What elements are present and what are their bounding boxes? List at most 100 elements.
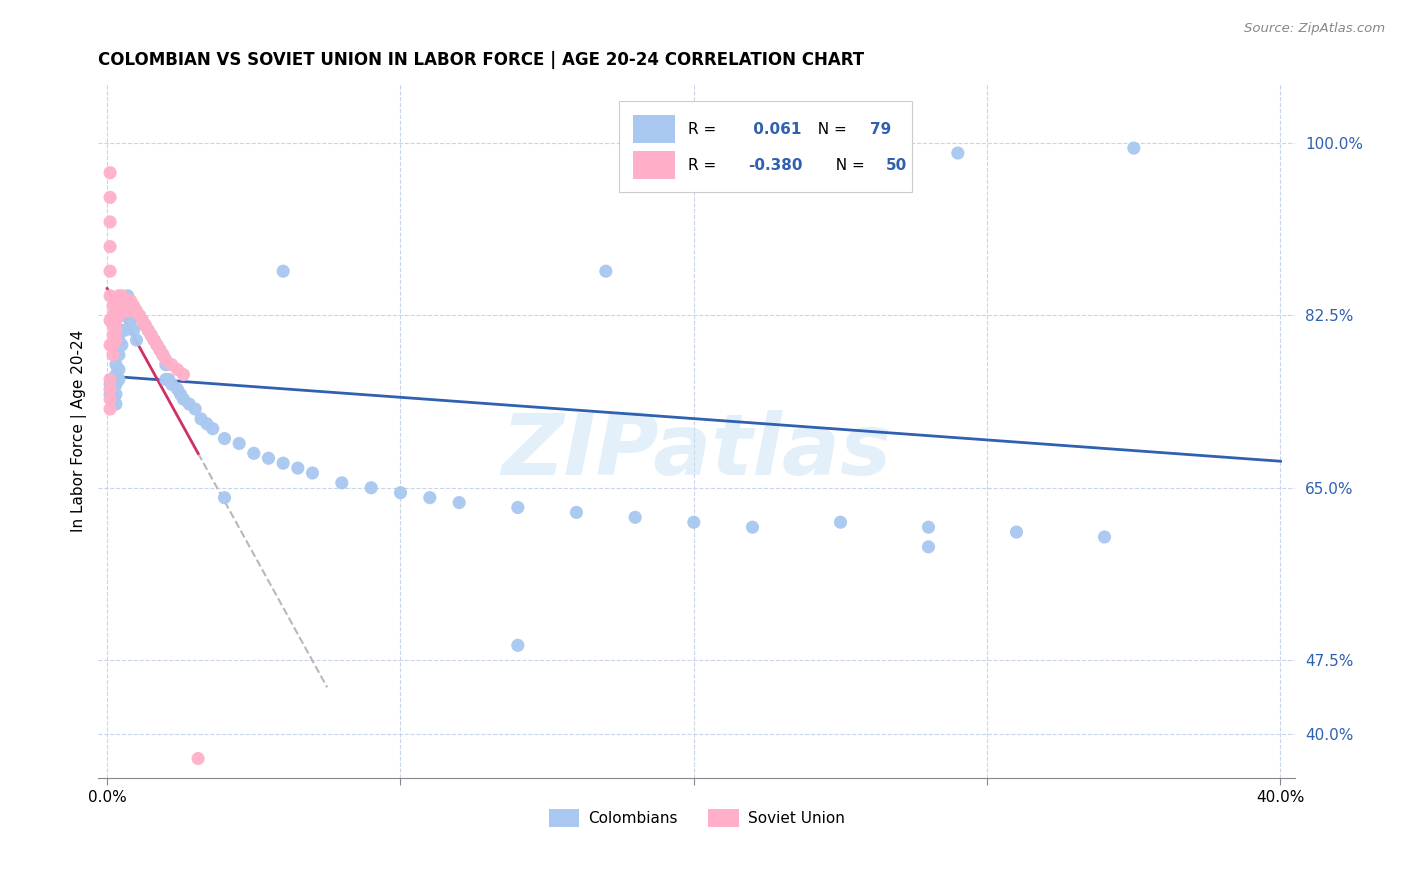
Point bbox=[169, 387, 191, 401]
Bar bbox=[633, 152, 675, 179]
Point bbox=[682, 515, 704, 529]
Point bbox=[157, 372, 180, 386]
Point bbox=[214, 491, 236, 505]
Point bbox=[98, 377, 121, 392]
Point bbox=[360, 481, 382, 495]
Point bbox=[104, 333, 127, 347]
Bar bbox=[619, 102, 912, 192]
Point bbox=[101, 318, 124, 333]
Point bbox=[117, 289, 139, 303]
Point bbox=[120, 303, 142, 318]
Point bbox=[108, 289, 131, 303]
Point bbox=[98, 402, 121, 417]
Point bbox=[98, 313, 121, 327]
Point bbox=[136, 323, 159, 337]
Point bbox=[101, 338, 124, 352]
Point bbox=[128, 309, 150, 323]
Point bbox=[111, 289, 134, 303]
Text: ZIPatlas: ZIPatlas bbox=[502, 410, 891, 493]
Point bbox=[506, 638, 529, 652]
Point bbox=[98, 372, 121, 386]
Point bbox=[128, 309, 150, 323]
Point bbox=[101, 348, 124, 362]
Point bbox=[98, 387, 121, 401]
Point bbox=[179, 397, 201, 411]
Text: N =: N = bbox=[808, 121, 852, 136]
Point bbox=[98, 382, 121, 396]
Point bbox=[101, 372, 124, 386]
Text: 50: 50 bbox=[886, 158, 907, 173]
Point bbox=[201, 422, 224, 436]
Point bbox=[141, 328, 163, 343]
Text: Source: ZipAtlas.com: Source: ZipAtlas.com bbox=[1244, 22, 1385, 36]
Point bbox=[301, 466, 323, 480]
Point bbox=[917, 520, 939, 534]
Y-axis label: In Labor Force | Age 20-24: In Labor Force | Age 20-24 bbox=[72, 330, 87, 533]
Point bbox=[108, 333, 131, 347]
Point bbox=[624, 510, 647, 524]
Point bbox=[271, 264, 294, 278]
Point bbox=[187, 751, 209, 765]
Point bbox=[125, 303, 148, 318]
Point bbox=[143, 333, 166, 347]
Point bbox=[98, 239, 121, 253]
Point bbox=[770, 141, 793, 155]
Point bbox=[1005, 525, 1028, 540]
Point bbox=[741, 520, 763, 534]
Point bbox=[98, 338, 121, 352]
Point bbox=[506, 500, 529, 515]
Text: R =: R = bbox=[689, 158, 721, 173]
Point bbox=[104, 368, 127, 382]
Point bbox=[152, 348, 174, 362]
Point bbox=[122, 299, 145, 313]
Point bbox=[166, 362, 188, 376]
Point bbox=[134, 318, 156, 333]
Point bbox=[155, 372, 177, 386]
Point bbox=[104, 358, 127, 372]
Point bbox=[141, 328, 163, 343]
Point bbox=[108, 309, 131, 323]
Point bbox=[172, 368, 194, 382]
Text: 79: 79 bbox=[870, 121, 891, 136]
Point bbox=[195, 417, 218, 431]
Point bbox=[114, 323, 136, 337]
Text: 0.061: 0.061 bbox=[748, 121, 801, 136]
Point bbox=[711, 146, 734, 161]
Point bbox=[160, 358, 183, 372]
Point bbox=[122, 323, 145, 337]
Point bbox=[98, 289, 121, 303]
Point bbox=[108, 372, 131, 386]
Point bbox=[917, 540, 939, 554]
Point bbox=[172, 392, 194, 407]
Point bbox=[101, 299, 124, 313]
Point bbox=[1122, 141, 1144, 155]
Point bbox=[114, 309, 136, 323]
Legend: Colombians, Soviet Union: Colombians, Soviet Union bbox=[543, 803, 851, 833]
Point bbox=[166, 382, 188, 396]
Point bbox=[131, 313, 153, 327]
Point bbox=[149, 343, 172, 357]
Point bbox=[111, 309, 134, 323]
Point bbox=[243, 446, 266, 460]
Point bbox=[101, 328, 124, 343]
Point bbox=[389, 485, 412, 500]
Point bbox=[104, 323, 127, 337]
Point bbox=[120, 293, 142, 308]
Point bbox=[125, 309, 148, 323]
Point bbox=[108, 299, 131, 313]
Point bbox=[104, 293, 127, 308]
Point bbox=[111, 338, 134, 352]
Point bbox=[101, 309, 124, 323]
Point bbox=[146, 338, 169, 352]
Point bbox=[184, 402, 207, 417]
Point bbox=[117, 303, 139, 318]
Point bbox=[160, 377, 183, 392]
Point bbox=[114, 303, 136, 318]
Point bbox=[271, 456, 294, 470]
Text: N =: N = bbox=[825, 158, 870, 173]
Text: COLOMBIAN VS SOVIET UNION IN LABOR FORCE | AGE 20-24 CORRELATION CHART: COLOMBIAN VS SOVIET UNION IN LABOR FORCE… bbox=[98, 51, 865, 69]
Point bbox=[830, 515, 852, 529]
Text: -0.380: -0.380 bbox=[748, 158, 803, 173]
Point bbox=[114, 293, 136, 308]
Point bbox=[114, 293, 136, 308]
